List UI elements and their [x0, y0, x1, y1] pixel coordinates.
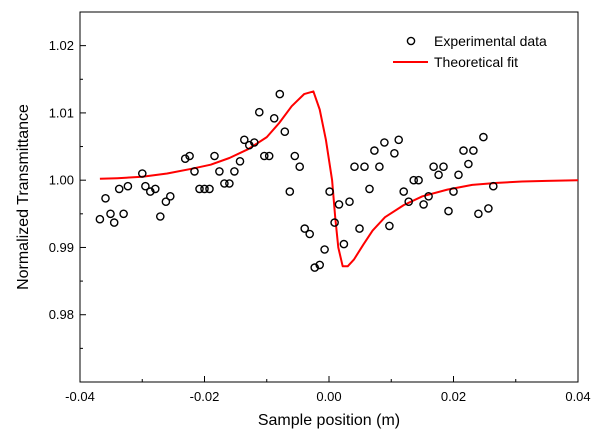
data-point	[350, 162, 359, 171]
data-point	[439, 162, 448, 171]
data-point	[315, 260, 325, 270]
legend: Experimental data Theoretical fit	[393, 33, 547, 70]
data-point	[141, 181, 150, 191]
data-point	[355, 224, 364, 233]
data-point	[269, 114, 279, 123]
data-point	[385, 221, 394, 231]
data-point	[195, 184, 204, 194]
data-point	[339, 239, 349, 249]
data-point	[137, 169, 147, 178]
data-point	[123, 181, 133, 191]
data-point	[254, 107, 264, 117]
data-point	[295, 162, 305, 171]
data-point	[434, 170, 443, 180]
data-point	[449, 187, 458, 196]
data-point	[330, 218, 339, 227]
data-point	[334, 200, 344, 209]
data-point	[235, 156, 245, 166]
data-point	[225, 179, 234, 188]
y-tick-label: 0.99	[49, 240, 74, 255]
data-point	[474, 209, 483, 219]
data-point	[394, 135, 404, 145]
data-point	[230, 167, 239, 176]
data-point	[365, 184, 374, 194]
data-point	[285, 187, 295, 196]
data-point	[180, 154, 190, 163]
experimental-points-layer	[95, 89, 498, 272]
data-point	[414, 175, 423, 185]
data-point	[119, 209, 128, 219]
data-point	[459, 146, 468, 155]
data-point	[290, 151, 300, 161]
data-point	[360, 162, 369, 171]
data-point	[220, 179, 229, 188]
x-tick-label: 0.02	[441, 389, 466, 404]
data-point	[429, 162, 438, 171]
data-point	[320, 245, 329, 254]
data-point	[419, 200, 428, 209]
theoretical-fit-line	[99, 90, 579, 268]
data-point	[114, 184, 124, 194]
x-tick-label: 0.04	[565, 389, 590, 404]
data-point	[370, 146, 379, 155]
data-point	[275, 89, 285, 99]
data-point	[190, 167, 199, 176]
y-axis: 0.98 0.99 1.00 1.01 1.02	[49, 38, 86, 349]
data-point	[155, 212, 165, 221]
data-point	[404, 197, 414, 206]
data-point	[264, 151, 274, 161]
data-point	[488, 181, 498, 191]
data-point	[95, 214, 105, 224]
x-axis: -0.04 -0.02 0.00 0.02 0.04	[65, 376, 591, 404]
data-point	[165, 191, 175, 201]
data-point	[106, 209, 115, 219]
data-point	[200, 184, 209, 194]
data-point	[390, 148, 399, 158]
data-point	[424, 191, 433, 201]
y-tick-label: 1.01	[49, 105, 74, 120]
y-axis-title: Normalized Transmittance	[15, 104, 32, 290]
data-point	[101, 193, 110, 203]
data-point	[479, 132, 488, 142]
y-tick-label: 1.02	[49, 38, 74, 53]
x-tick-label: -0.02	[190, 389, 220, 404]
legend-label-experimental: Experimental data	[434, 33, 547, 49]
data-point	[380, 138, 389, 147]
data-point	[345, 197, 354, 206]
y-tick-label: 0.98	[49, 307, 74, 322]
data-point	[399, 187, 409, 196]
data-point	[259, 151, 269, 161]
data-point	[300, 224, 310, 233]
data-point	[409, 175, 419, 185]
theoretical-fit-layer	[99, 90, 579, 268]
data-point	[305, 229, 315, 239]
data-point	[454, 170, 463, 180]
data-point	[444, 206, 453, 216]
x-axis-title: Sample position (m)	[258, 412, 400, 429]
data-point	[249, 138, 259, 147]
data-point	[215, 167, 224, 176]
data-point	[484, 204, 493, 213]
data-point	[375, 162, 384, 171]
y-tick-label: 1.00	[49, 173, 74, 188]
data-point	[109, 218, 119, 227]
legend-label-theoretical: Theoretical fit	[434, 54, 518, 70]
data-point	[205, 184, 214, 194]
data-point	[464, 159, 473, 169]
data-point	[280, 127, 290, 136]
data-point	[239, 135, 249, 145]
data-point	[150, 184, 160, 194]
data-point	[185, 151, 194, 161]
data-point	[161, 197, 171, 206]
x-tick-label: -0.04	[65, 389, 95, 404]
legend-marker-experimental	[406, 36, 416, 46]
data-point	[210, 151, 219, 161]
x-tick-label: 0.00	[316, 389, 341, 404]
data-point	[325, 187, 334, 196]
data-point	[469, 146, 478, 155]
